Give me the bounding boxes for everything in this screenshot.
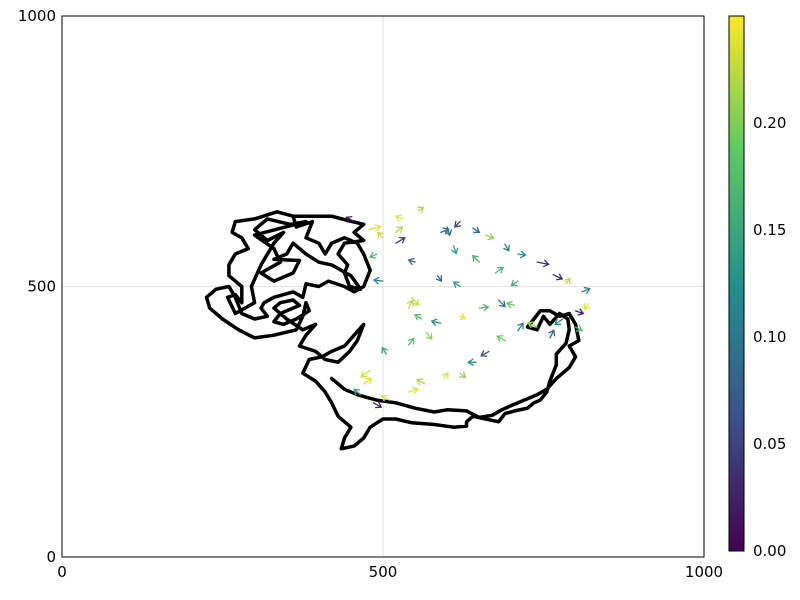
vector-arrow: [497, 299, 506, 308]
vector-arrow: [459, 313, 467, 321]
vector-arrow: [440, 227, 450, 235]
vector-arrow: [411, 296, 420, 306]
vector-arrow: [395, 236, 406, 244]
colorbar-ticks: 0.00 0.05 0.10 0.15 0.20: [753, 114, 786, 560]
vector-arrow: [451, 245, 459, 255]
colorbar-tick-label: 0.00: [753, 542, 786, 560]
colorbar: [728, 15, 745, 552]
vector-arrow: [408, 386, 419, 394]
vector-arrow: [394, 214, 403, 222]
vector-arrow: [353, 388, 362, 396]
vector-arrow: [480, 350, 490, 357]
vector-arrow: [510, 279, 519, 287]
vector-arrow: [380, 394, 391, 402]
vector-arrow: [454, 220, 461, 228]
vector-arrow: [416, 378, 426, 386]
vector-arrow: [478, 303, 490, 312]
vector-arrow: [505, 300, 516, 309]
vector-arrow: [536, 259, 550, 268]
vector-arrow: [574, 324, 584, 332]
vector-arrow: [574, 308, 585, 316]
vector-arrow: [548, 329, 556, 339]
vector-arrow: [503, 243, 510, 252]
vector-arrow: [496, 335, 506, 342]
grid-lines: [62, 16, 704, 557]
vector-arrow: [527, 321, 538, 329]
vector-arrow: [583, 303, 591, 311]
vector-arrow: [407, 257, 416, 266]
vector-arrow: [407, 337, 415, 346]
vector-arrow: [430, 318, 442, 326]
y-tick-label: 0: [46, 548, 56, 566]
vector-arrow: [581, 286, 591, 294]
colorbar-tick-label: 0.05: [753, 435, 786, 453]
colorbar-tick-label: 0.10: [753, 328, 786, 346]
vector-arrow: [369, 251, 378, 259]
vector-arrow: [381, 346, 388, 355]
x-tick-label: 0: [57, 563, 67, 581]
y-axis: 0 500 1000: [18, 7, 56, 566]
vector-arrow: [459, 371, 467, 379]
vector-arrow: [417, 206, 425, 214]
x-axis: 0 500 1000: [57, 563, 723, 581]
vector-arrow: [395, 226, 404, 234]
arrow-layer: [345, 206, 591, 409]
vector-arrow: [435, 274, 443, 283]
y-tick-label: 1000: [18, 7, 56, 25]
trajectory-line: [204, 210, 581, 451]
plot-frame: [61, 15, 705, 558]
vector-arrow: [377, 231, 384, 239]
vector-arrow: [414, 313, 423, 321]
vector-arrow: [442, 372, 449, 380]
vector-arrow: [552, 273, 564, 281]
vector-arrow: [425, 331, 433, 340]
vector-arrow: [554, 318, 564, 326]
vector-arrow: [407, 299, 414, 309]
vector-arrow: [472, 254, 480, 263]
trajectory-layer: [204, 210, 581, 451]
vector-arrow: [485, 233, 495, 241]
vector-arrow: [372, 401, 383, 409]
x-tick-label: 500: [369, 563, 398, 581]
vector-arrow: [452, 281, 461, 288]
vector-arrow: [372, 276, 384, 285]
vector-arrow: [517, 250, 527, 259]
vector-arrow: [345, 216, 355, 223]
x-tick-label: 1000: [685, 563, 723, 581]
colorbar-tick-label: 0.15: [753, 221, 786, 239]
vector-arrow: [494, 266, 504, 274]
vector-arrow: [564, 277, 571, 285]
colorbar-tick-label: 0.20: [753, 114, 786, 132]
vector-arrow: [517, 322, 524, 332]
vector-arrow: [363, 377, 373, 385]
vector-arrow: [368, 224, 382, 232]
y-tick-label: 500: [27, 278, 56, 296]
vector-arrow: [467, 358, 477, 366]
vector-arrow: [360, 369, 371, 378]
vector-arrow: [472, 226, 481, 234]
